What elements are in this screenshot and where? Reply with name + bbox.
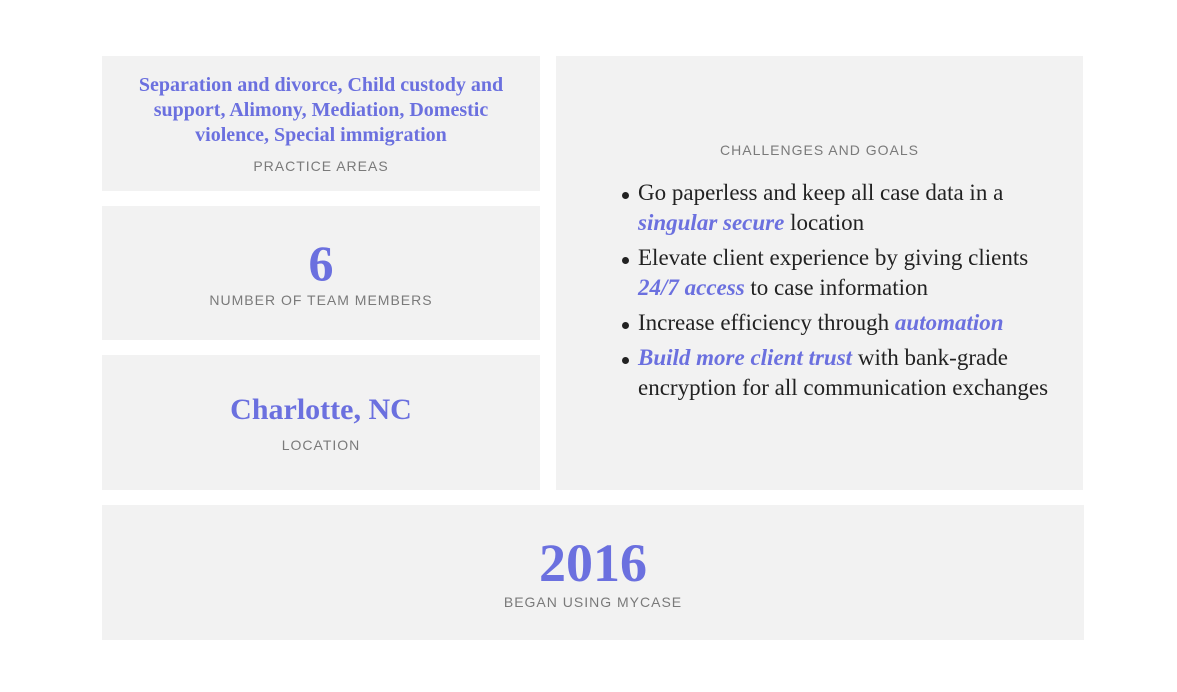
practice-areas-label: PRACTICE AREAS [253, 158, 389, 174]
start-year-label: BEGAN USING MYCASE [503, 593, 683, 610]
team-size-value: 6 [308, 235, 334, 291]
item-emphasis: singular secure [638, 210, 785, 235]
item-text: location [784, 210, 865, 235]
list-item: Go paperless and keep all case data in a… [622, 178, 1068, 238]
item-emphasis: automation [894, 310, 1004, 335]
start-year-value: 2016 [539, 532, 647, 593]
item-text: Go paperless and keep all case data in a [638, 180, 1004, 205]
list-item: Elevate client experience by giving clie… [622, 243, 1068, 303]
item-text: to case information [744, 275, 928, 300]
list-item: Increase efficiency through automation [622, 308, 1068, 338]
location-card: Charlotte, NC LOCATION [102, 355, 540, 490]
list-item: Build more client trust with bank-grade … [622, 343, 1068, 403]
challenges-list: Go paperless and keep all case data in a… [556, 178, 1083, 408]
challenges-label: CHALLENGES AND GOALS [720, 142, 919, 158]
start-year-card: 2016 BEGAN USING MYCASE [102, 505, 1084, 640]
item-emphasis: Build more client trust [638, 345, 853, 370]
location-value: Charlotte, NC [230, 392, 412, 426]
challenges-card: CHALLENGES AND GOALS Go paperless and ke… [556, 56, 1083, 490]
team-size-label: NUMBER OF TEAM MEMBERS [209, 292, 433, 308]
team-size-card: 6 NUMBER OF TEAM MEMBERS [102, 206, 540, 340]
location-label: LOCATION [281, 436, 361, 453]
practice-areas-card: Separation and divorce, Child custody an… [102, 56, 540, 191]
item-emphasis: 24/7 access [638, 275, 745, 300]
practice-areas-value: Separation and divorce, Child custody an… [138, 74, 504, 146]
item-text: Elevate client experience by giving clie… [638, 245, 1029, 270]
item-text: Increase efficiency through [638, 310, 895, 335]
item-text: with bank-grade encryption for all commu… [638, 345, 1049, 400]
